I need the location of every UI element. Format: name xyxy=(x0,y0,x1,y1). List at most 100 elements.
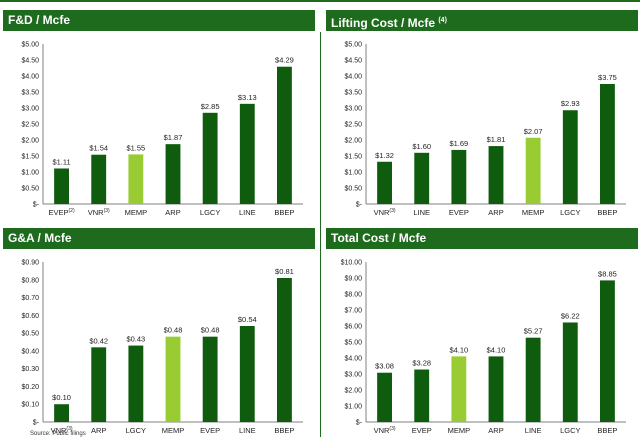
bar xyxy=(414,369,430,422)
chart-title: Lifting Cost / Mcfe xyxy=(331,16,435,30)
bar xyxy=(165,336,181,422)
x-tick-label: VNR(3) xyxy=(374,426,396,435)
x-tick-label: ARP xyxy=(488,426,503,435)
chart-panel-ga: G&A / Mcfe $- $0.10 $0.20 $0.30 $0.40 $0.50 $0… xyxy=(3,228,315,442)
data-label: $0.81 xyxy=(275,267,294,276)
data-label: $1.54 xyxy=(89,144,108,153)
y-tick-label: $3.00 xyxy=(344,372,362,379)
y-tick-label: $7.00 xyxy=(344,308,362,315)
y-tick-label: $4.00 xyxy=(344,356,362,363)
bar xyxy=(128,345,144,422)
bar xyxy=(277,278,292,422)
data-label: $1.32 xyxy=(375,151,394,160)
y-tick-label: $2.50 xyxy=(21,122,39,129)
data-label: $3.13 xyxy=(238,93,257,102)
data-label: $8.85 xyxy=(598,269,617,278)
data-label: $1.60 xyxy=(412,142,431,151)
data-label: $3.08 xyxy=(375,362,394,371)
x-tick-label: EVEP(2) xyxy=(49,208,75,217)
bar xyxy=(239,103,255,204)
y-tick-label: $5.00 xyxy=(21,42,39,49)
x-tick-label: EVEP xyxy=(412,426,432,435)
top-rule xyxy=(0,0,640,2)
data-label: $1.69 xyxy=(449,139,468,148)
y-tick-label: $1.00 xyxy=(21,170,39,177)
y-tick-label: $1.50 xyxy=(344,154,362,161)
data-label: $0.48 xyxy=(164,326,183,335)
y-tick-label: $4.50 xyxy=(21,58,39,65)
x-tick-label: LGCY xyxy=(560,208,580,217)
y-tick-label: $0.50 xyxy=(21,186,39,193)
y-tick-label: $0.50 xyxy=(21,331,39,338)
x-tick-label: EVEP xyxy=(200,426,220,435)
x-tick-label: LINE xyxy=(239,426,256,435)
x-tick-label: VNR(3) xyxy=(374,208,396,217)
bar xyxy=(91,347,107,422)
y-tick-label: $4.00 xyxy=(21,74,39,81)
y-tick-label: $2.00 xyxy=(344,388,362,395)
chart-panel-fd: F&D / Mcfe $- $0.50 $1.00 $1.50 $2.00 $2.50 $3… xyxy=(3,10,315,224)
panel-header: Total Cost / Mcfe xyxy=(326,228,638,249)
y-tick-label: $0.50 xyxy=(344,186,362,193)
data-label: $4.10 xyxy=(449,345,468,354)
chart-title: Total Cost / Mcfe xyxy=(331,231,427,245)
x-tick-label: LINE xyxy=(239,208,256,217)
chart-title: G&A / Mcfe xyxy=(8,231,72,245)
bar xyxy=(600,84,615,204)
y-tick-label: $2.00 xyxy=(344,138,362,145)
y-tick-label: $0.40 xyxy=(21,348,39,355)
data-label: $4.10 xyxy=(487,345,506,354)
x-tick-label: LINE xyxy=(413,208,430,217)
y-tick-label: $0.60 xyxy=(21,313,39,320)
x-tick-label: LGCY xyxy=(200,208,220,217)
bar xyxy=(451,356,467,422)
y-tick-label: $3.50 xyxy=(21,90,39,97)
panel-header: Lifting Cost / Mcfe (4) xyxy=(326,10,638,31)
data-label: $0.54 xyxy=(238,315,257,324)
chart-ga-svg: $- $0.10 $0.20 $0.30 $0.40 $0.50 $0.60 $0.70 $0.… xyxy=(21,260,303,435)
chart-fd-svg: $- $0.50 $1.00 $1.50 $2.00 $2.50 $3.00 $3.50 $4.… xyxy=(21,42,303,217)
x-tick-label: BBEP xyxy=(274,208,294,217)
data-label: $1.11 xyxy=(52,157,70,166)
bar xyxy=(128,154,144,204)
data-label: $2.85 xyxy=(201,102,220,111)
data-label: $0.48 xyxy=(201,326,220,335)
data-label: $6.22 xyxy=(561,311,580,320)
bar xyxy=(377,161,392,204)
chart-lifting-cost-svg: $- $0.50 $1.00 $1.50 $2.00 $2.50 $3.00 $3.50 $4.… xyxy=(344,42,626,217)
y-tick-label: $3.00 xyxy=(21,106,39,113)
data-label: $4.29 xyxy=(275,56,294,65)
data-label: $0.10 xyxy=(52,393,71,402)
data-label: $5.27 xyxy=(524,327,543,336)
y-tick-label: $0.10 xyxy=(21,402,39,409)
data-label: $1.81 xyxy=(487,135,506,144)
source-footnote: Source: Public filings xyxy=(30,431,86,437)
y-tick-label: $0.80 xyxy=(21,277,39,284)
x-tick-label: MEMP xyxy=(448,426,471,435)
x-tick-label: VNR(3) xyxy=(51,426,73,435)
y-tick-label: $4.50 xyxy=(344,58,362,65)
data-label: $0.43 xyxy=(126,335,145,344)
y-tick-label: $- xyxy=(356,202,363,209)
y-tick-label: $9.00 xyxy=(344,276,362,283)
bar xyxy=(91,154,107,204)
y-tick-label: $0.70 xyxy=(21,295,39,302)
data-label: $2.07 xyxy=(524,127,543,136)
data-label: $1.87 xyxy=(164,133,183,142)
y-tick-label: $1.50 xyxy=(21,154,39,161)
data-label: $0.42 xyxy=(89,336,108,345)
chart-title-footnote: (4) xyxy=(438,17,447,24)
bar xyxy=(562,110,578,204)
y-tick-label: $- xyxy=(33,420,40,427)
bar xyxy=(562,322,578,422)
x-tick-label: ARP xyxy=(165,208,180,217)
y-tick-label: $3.50 xyxy=(344,90,362,97)
bar xyxy=(600,280,615,422)
chart-panel-total-cost: Total Cost / Mcfe $- $1.00 $2.00 $3.00 $4.00… xyxy=(326,228,638,442)
y-tick-label: $0.90 xyxy=(21,260,39,267)
bar xyxy=(165,144,181,204)
y-tick-label: $- xyxy=(33,202,40,209)
chart-total-cost-svg: $- $1.00 $2.00 $3.00 $4.00 $5.00 $6.00 $7.00 $8.… xyxy=(341,260,626,435)
x-tick-label: BBEP xyxy=(597,208,617,217)
chart-panel-lifting-cost: Lifting Cost / Mcfe (4) $- $0.50 $1.00 $1.5… xyxy=(326,10,638,224)
